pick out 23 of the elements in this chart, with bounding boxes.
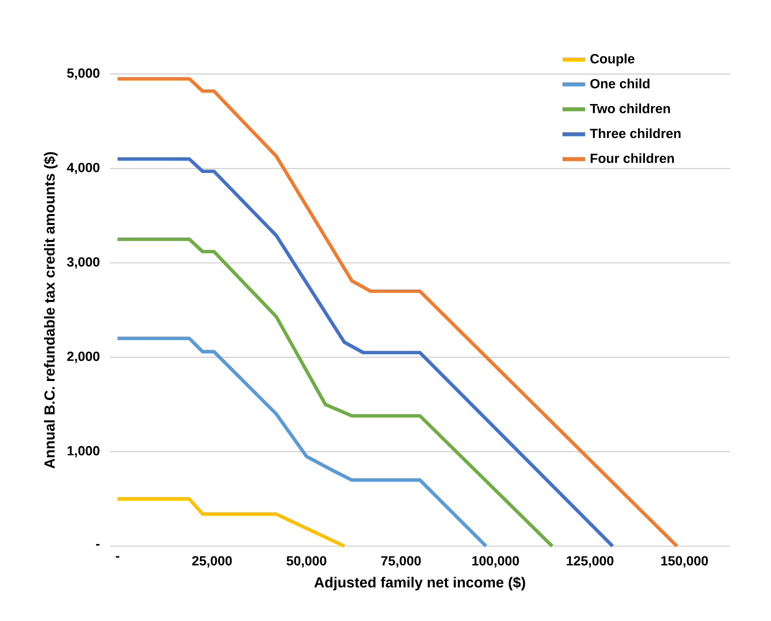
- line-series: [116, 238, 554, 548]
- x-tick-label: 75,000: [381, 556, 421, 568]
- legend-label: Couple: [590, 54, 634, 66]
- x-tick-label: 25,000: [192, 556, 232, 568]
- legend-label: Three children: [590, 128, 681, 138]
- y-axis-title: Annual B.C. refundable tax credit amounts ($): [44, 152, 58, 468]
- x-tick-label: 150,000: [661, 556, 708, 568]
- x-tick-label: 50,000: [286, 556, 326, 568]
- x-tick-label: -: [116, 556, 120, 558]
- y-tick-label: 1,000: [68, 446, 100, 458]
- legend-label: Two children: [590, 104, 670, 114]
- y-tick-label: 4,000: [66, 162, 100, 174]
- x-tick-label: 100,000: [472, 556, 519, 568]
- x-axis-title: Adjusted family net income ($): [314, 576, 526, 590]
- line-series: [116, 336, 488, 548]
- y-tick-label: 2,000: [67, 352, 100, 363]
- y-tick-label: 5,000: [67, 68, 100, 80]
- legend-label: One child: [590, 78, 650, 88]
- y-tick-label: 3,000: [67, 257, 100, 269]
- line-series: [116, 77, 679, 548]
- x-tick-label: 125,000: [566, 556, 614, 568]
- y-tick-label: -: [96, 544, 100, 546]
- legend-label: Four children: [590, 153, 674, 164]
